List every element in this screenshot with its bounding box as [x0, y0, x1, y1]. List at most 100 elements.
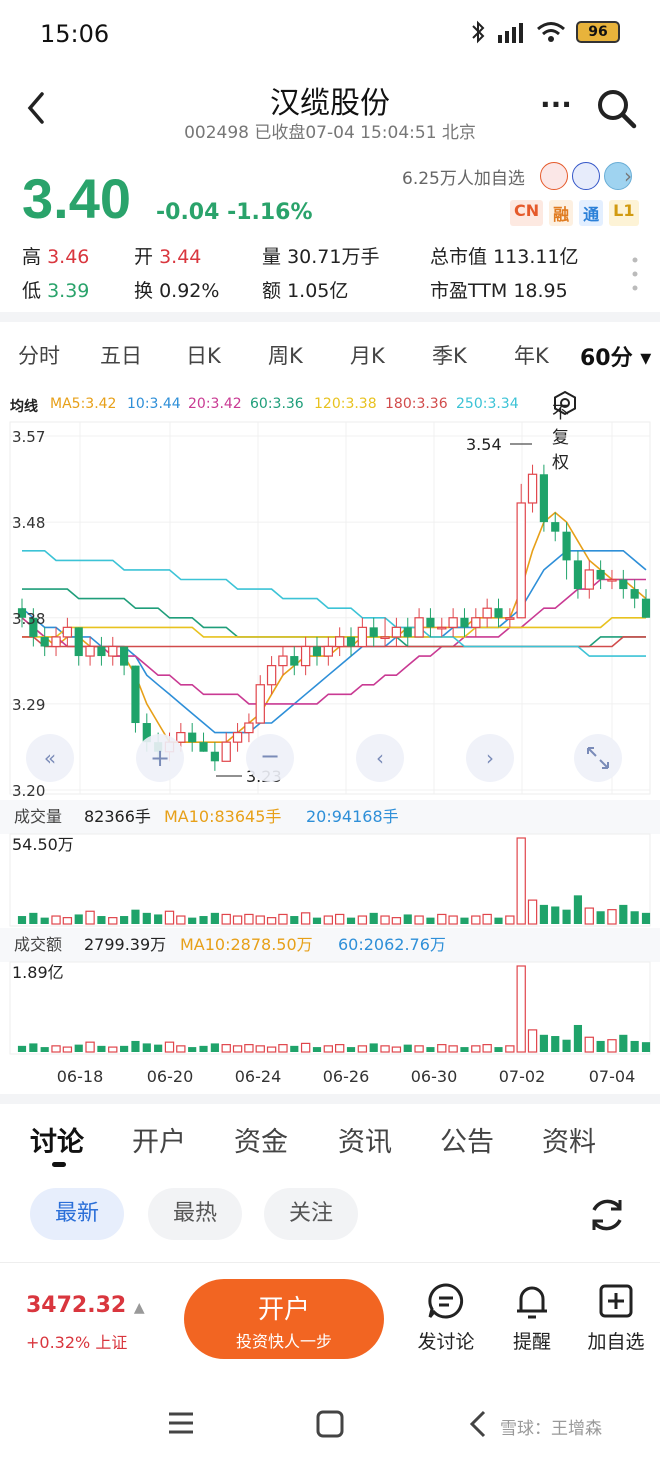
reminder-button[interactable]: 提醒: [492, 1281, 572, 1354]
search-button[interactable]: [594, 86, 638, 130]
volume-bar: [426, 917, 435, 924]
kebab-icon[interactable]: [632, 256, 638, 292]
candle-body: [369, 627, 378, 637]
add-watchlist-button[interactable]: 加自选: [576, 1281, 656, 1354]
tab-yearly-k[interactable]: 年K: [514, 344, 549, 368]
volume-bar: [74, 1044, 83, 1052]
volume-bar: [369, 912, 378, 924]
volume-bar: [596, 911, 605, 924]
volume-bar: [266, 1046, 277, 1053]
candle-body: [266, 665, 277, 686]
stat-high: 高 3.46: [22, 246, 90, 268]
tab-intraday[interactable]: 分时: [18, 344, 60, 368]
chat-icon: [428, 1283, 464, 1319]
open-account-button[interactable]: 开户 投资快人一步: [184, 1279, 384, 1359]
chevron-right-icon[interactable]: ›: [624, 164, 632, 188]
volume-bar: [199, 1045, 208, 1052]
volume-bar: [255, 915, 265, 925]
tab-profile[interactable]: 资料: [542, 1127, 596, 1158]
candle-body: [482, 607, 492, 619]
candle-body: [607, 578, 617, 582]
status-time: 15:06: [40, 20, 110, 48]
candle-body: [221, 741, 231, 762]
nav-back-icon[interactable]: [466, 1408, 490, 1440]
tab-open-account[interactable]: 开户: [132, 1127, 186, 1158]
followers-count[interactable]: 6.25万人加自选: [402, 169, 525, 189]
fullscreen-button[interactable]: [574, 734, 622, 782]
tab-weekly-k[interactable]: 周K: [268, 344, 303, 368]
tab-funds[interactable]: 资金: [234, 1127, 288, 1158]
volume-bar: [176, 1045, 186, 1053]
tab-discussion[interactable]: 讨论: [30, 1127, 84, 1158]
pill-latest[interactable]: 最新: [30, 1188, 124, 1240]
scroll-right-button[interactable]: ›: [466, 734, 514, 782]
back-button[interactable]: [18, 88, 58, 128]
volume-bar: [17, 1045, 27, 1052]
pill-hottest[interactable]: 最热: [148, 1188, 242, 1240]
page-title: 汉缆股份: [270, 86, 390, 121]
zoom-out-button[interactable]: −: [246, 734, 294, 782]
candle-body: [74, 627, 83, 657]
volume-bar: [40, 1047, 49, 1052]
volume-bar: [482, 1044, 492, 1053]
candle-body: [188, 732, 197, 743]
volume-bar: [221, 1044, 231, 1053]
tab-quarterly-k[interactable]: 季K: [432, 344, 467, 368]
volume-bar: [210, 912, 219, 924]
volume-bars: [17, 837, 651, 925]
more-button[interactable]: ···: [540, 88, 572, 121]
candle-body: [630, 589, 639, 599]
candle-body: [300, 645, 311, 667]
stat-market-cap: 总市值 113.11亿: [430, 246, 579, 268]
kline-chart[interactable]: 3.573.483.383.293.20 3.54 3.23 « + − ‹ ›…: [0, 420, 660, 1100]
stock-tags: CN 融 通 L1: [510, 200, 639, 226]
amount-value: 2799.39万: [84, 935, 166, 954]
volume-bar: [85, 1041, 95, 1053]
open-account-label: 开户: [257, 1295, 310, 1325]
tab-monthly-k[interactable]: 月K: [350, 344, 385, 368]
volume-bar: [323, 1045, 334, 1053]
candle-body: [414, 617, 424, 638]
tag-l1[interactable]: L1: [609, 200, 639, 226]
volume-bar: [164, 910, 175, 925]
volume-bar: [51, 1045, 61, 1053]
ma-line: [22, 617, 646, 638]
tab-news[interactable]: 资讯: [338, 1127, 392, 1158]
tag-cn[interactable]: CN: [510, 200, 544, 226]
volume-bar: [199, 916, 208, 924]
candle-body: [210, 751, 219, 762]
adjust-toggle[interactable]: 不复权: [552, 390, 578, 473]
ma-line: [21, 550, 647, 734]
volume-bar: [266, 917, 277, 925]
volume-bar: [641, 912, 651, 924]
y-tick-label: 3.20: [12, 782, 45, 800]
volume-bar: [323, 915, 334, 925]
volume-bar: [448, 915, 458, 925]
post-discussion-button[interactable]: 发讨论: [406, 1281, 486, 1354]
tab-five-day[interactable]: 五日: [100, 344, 142, 368]
zoom-in-button[interactable]: +: [136, 734, 184, 782]
refresh-icon[interactable]: [586, 1194, 628, 1236]
scroll-left-button[interactable]: ‹: [356, 734, 404, 782]
candle-body: [29, 617, 38, 637]
menu-icon[interactable]: [166, 1410, 196, 1436]
volume-bar: [448, 1045, 458, 1053]
tag-connect[interactable]: 通: [579, 200, 604, 226]
tab-announcements[interactable]: 公告: [440, 1127, 494, 1158]
index-value[interactable]: 3472.32 ▲: [26, 1293, 145, 1318]
candle-body: [244, 722, 254, 734]
tag-margin[interactable]: 融: [549, 200, 574, 226]
home-icon[interactable]: [314, 1408, 346, 1440]
candle-body: [584, 569, 594, 590]
volume-bar: [120, 916, 129, 924]
pill-following[interactable]: 关注: [264, 1188, 358, 1240]
volume-bar: [62, 1046, 73, 1053]
candle-body: [573, 560, 583, 590]
tab-60min[interactable]: 60分 ▾: [580, 346, 652, 371]
sort-pills: 最新 最热 关注: [0, 1188, 660, 1242]
volume-bar: [232, 915, 243, 925]
tab-daily-k[interactable]: 日K: [186, 344, 221, 368]
scroll-left-fast-button[interactable]: «: [26, 734, 74, 782]
y-tick-label: 3.57: [12, 428, 45, 446]
volume-bar: [300, 1042, 311, 1053]
